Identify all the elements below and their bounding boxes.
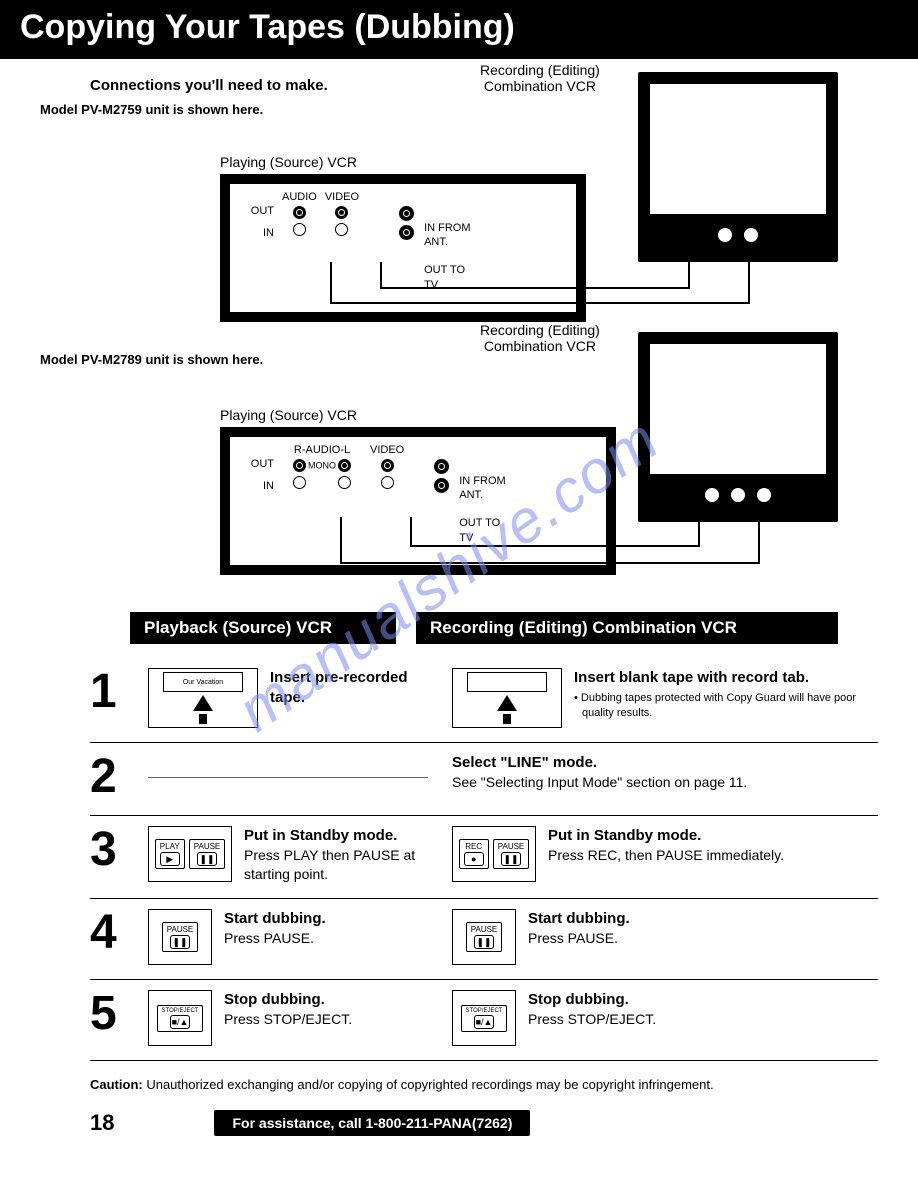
step1-left-title: Insert pre-recorded tape.	[270, 669, 408, 706]
in-label: IN	[238, 226, 274, 240]
out-label: OUT	[238, 204, 274, 218]
step4-left-title: Start dubbing.	[224, 910, 326, 927]
step-num-2: 2	[90, 753, 134, 801]
step5-left-title: Stop dubbing.	[224, 991, 325, 1008]
step4-right-body: Press PAUSE.	[528, 930, 618, 946]
diagram-1: Recording (Editing) Combination VCR Mode…	[40, 112, 878, 332]
rec-pause-icon: REC● PAUSE❚❚	[452, 826, 536, 882]
stop-eject-icon-2: STOP/EJECT■/▲	[452, 990, 516, 1046]
pause-icon: PAUSE❚❚	[148, 909, 212, 965]
play-pause-icon: PLAY▶ PAUSE❚❚	[148, 826, 232, 882]
stop-eject-label: STOP/EJECT	[162, 1008, 199, 1014]
step3-right-title: Put in Standby mode.	[548, 827, 701, 844]
stop-eject-label-2: STOP/EJECT	[466, 1008, 503, 1014]
page-title: Copying Your Tapes (Dubbing)	[0, 0, 918, 59]
pause-btn-label: PAUSE	[194, 842, 221, 851]
rec-btn-label: REC	[465, 842, 482, 851]
caution-body: Unauthorized exchanging and/or copying o…	[143, 1077, 714, 1092]
step4-left-body: Press PAUSE.	[224, 930, 314, 946]
pause-symbol: ❚❚	[197, 852, 217, 866]
step2-title: Select "LINE" mode.	[452, 754, 597, 771]
stop-eject-sym-2: ■/▲	[474, 1015, 494, 1029]
in-label-2: IN	[238, 479, 274, 493]
mono-label: MONO	[308, 461, 336, 471]
pause-label-2: PAUSE	[471, 925, 498, 934]
r-audio-l-label: R-AUDIO-L	[282, 443, 362, 457]
out-label-2: OUT	[238, 457, 274, 471]
diagram-2: Recording (Editing) Combination VCR Mode…	[40, 352, 878, 592]
step1-right-bullet: • Dubbing tapes protected with Copy Guar…	[574, 691, 878, 721]
step-num-1: 1	[90, 668, 134, 716]
source-vcr-label-2: Playing (Source) VCR	[220, 407, 357, 423]
step5-right-title: Stop dubbing.	[528, 991, 629, 1008]
play-symbol: ▶	[160, 852, 180, 866]
pause-btn-label-2: PAUSE	[498, 842, 525, 851]
source-vcr-label-1: Playing (Source) VCR	[220, 154, 357, 170]
play-btn-label: PLAY	[160, 842, 180, 851]
in-from-ant: IN FROM ANT.	[424, 221, 470, 250]
tape-insert-icon: Our Vacation	[148, 668, 258, 728]
recording-vcr-label-2: Recording (Editing) Combination VCR	[480, 322, 600, 354]
recording-header: Recording (Editing) Combination VCR	[416, 612, 838, 644]
tv-unit-1	[638, 72, 838, 262]
assistance-bar: For assistance, call 1-800-211-PANA(7262…	[214, 1110, 530, 1136]
tv-unit-2	[638, 332, 838, 522]
playback-header: Playback (Source) VCR	[130, 612, 396, 644]
pause-sym-2: ❚❚	[474, 935, 494, 949]
model-1-note: Model PV-M2759 unit is shown here.	[40, 102, 263, 117]
pause-label: PAUSE	[167, 925, 194, 934]
step3-right-body: Press REC, then PAUSE immediately.	[548, 847, 784, 863]
audio-label: AUDIO	[282, 190, 317, 204]
tape-insert-icon-2	[452, 668, 562, 728]
in-from-ant-2: IN FROM ANT.	[459, 474, 505, 503]
step4-right-title: Start dubbing.	[528, 910, 630, 927]
model-2-note: Model PV-M2789 unit is shown here.	[40, 352, 263, 367]
step1-right-title: Insert blank tape with record tab.	[574, 669, 809, 686]
column-headers: Playback (Source) VCR Recording (Editing…	[130, 612, 878, 644]
out-to-tv-2: OUT TO TV	[459, 516, 505, 545]
step3-left-body: Press PLAY then PAUSE at starting point.	[244, 847, 415, 882]
video-label-2: VIDEO	[370, 443, 404, 457]
step2-body: See "Selecting Input Mode" section on pa…	[452, 774, 747, 790]
step-num-5: 5	[90, 990, 134, 1038]
pause-symbol-2: ❚❚	[501, 852, 521, 866]
pause-icon-2: PAUSE❚❚	[452, 909, 516, 965]
step5-right-body: Press STOP/EJECT.	[528, 1011, 656, 1027]
page-number: 18	[90, 1110, 114, 1136]
step-4: 4 PAUSE❚❚ Start dubbing. Press PAUSE. PA…	[90, 899, 878, 980]
video-label: VIDEO	[325, 190, 359, 204]
caution-label: Caution:	[90, 1077, 143, 1092]
step3-left-title: Put in Standby mode.	[244, 827, 397, 844]
stop-eject-sym: ■/▲	[170, 1015, 190, 1029]
caution-text: Caution: Unauthorized exchanging and/or …	[90, 1077, 878, 1092]
tape-label: Our Vacation	[163, 672, 243, 692]
vcr-panel-2: OUT IN R-AUDIO-L MONO VIDEO IN FROM ANT.…	[220, 427, 616, 575]
step5-left-body: Press STOP/EJECT.	[224, 1011, 352, 1027]
step-3: 3 PLAY▶ PAUSE❚❚ Put in Standby mode. Pre…	[90, 816, 878, 899]
stop-eject-icon: STOP/EJECT■/▲	[148, 990, 212, 1046]
step-5: 5 STOP/EJECT■/▲ Stop dubbing. Press STOP…	[90, 980, 878, 1060]
step-2: 2 Select "LINE" mode. See "Selecting Inp…	[90, 743, 878, 816]
vcr-panel-1: OUT IN AUDIO VIDEO IN FROM ANT. OUT TO T…	[220, 174, 586, 322]
recording-vcr-label: Recording (Editing) Combination VCR	[480, 62, 600, 94]
rec-symbol: ●	[464, 852, 484, 866]
step-num-3: 3	[90, 826, 134, 874]
step-1: 1 Our Vacation Insert pre-recorded tape.…	[90, 658, 878, 743]
pause-sym: ❚❚	[170, 935, 190, 949]
step-num-4: 4	[90, 909, 134, 957]
